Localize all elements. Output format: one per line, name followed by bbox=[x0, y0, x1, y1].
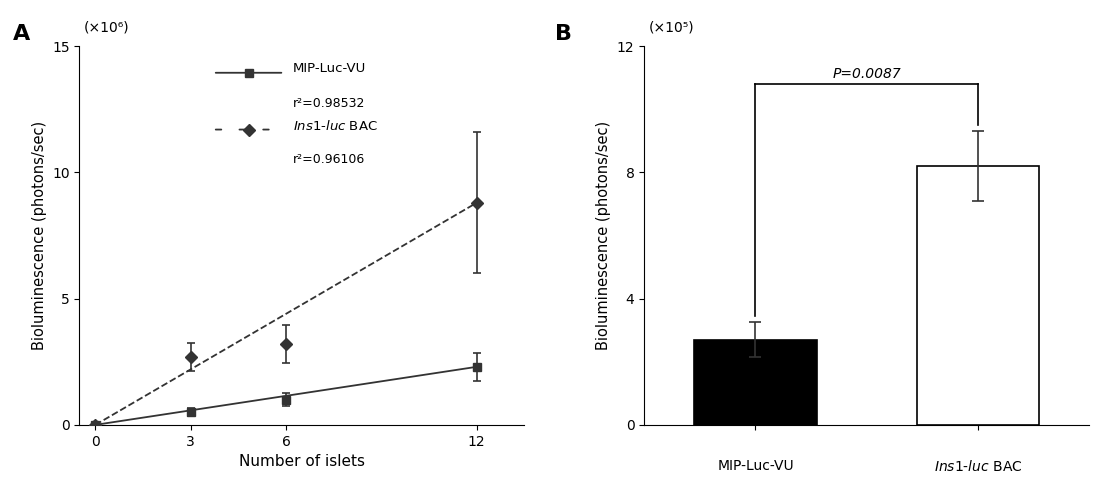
Text: MIP-Luc-VU: MIP-Luc-VU bbox=[293, 62, 366, 75]
Y-axis label: Bioluminescence (photons/sec): Bioluminescence (photons/sec) bbox=[596, 121, 612, 350]
X-axis label: Number of islets: Number of islets bbox=[239, 454, 365, 469]
Text: r²=0.96106: r²=0.96106 bbox=[293, 153, 365, 166]
Text: A: A bbox=[12, 24, 30, 44]
Text: (×10⁶): (×10⁶) bbox=[84, 21, 130, 35]
Text: P=0.0087: P=0.0087 bbox=[832, 67, 901, 81]
Text: MIP-Luc-VU: MIP-Luc-VU bbox=[717, 459, 794, 473]
Text: r²=0.98532: r²=0.98532 bbox=[293, 97, 365, 109]
Text: $\it{Ins1}$-$\it{luc}$ BAC: $\it{Ins1}$-$\it{luc}$ BAC bbox=[293, 119, 377, 133]
Y-axis label: Bioluminescence (photons/sec): Bioluminescence (photons/sec) bbox=[31, 121, 47, 350]
Bar bbox=[917, 166, 1039, 425]
Text: $\it{Ins1}$-$\it{luc}$ BAC: $\it{Ins1}$-$\it{luc}$ BAC bbox=[934, 459, 1022, 474]
Text: B: B bbox=[555, 24, 573, 44]
Text: (×10⁵): (×10⁵) bbox=[648, 21, 695, 35]
Bar bbox=[695, 340, 817, 425]
